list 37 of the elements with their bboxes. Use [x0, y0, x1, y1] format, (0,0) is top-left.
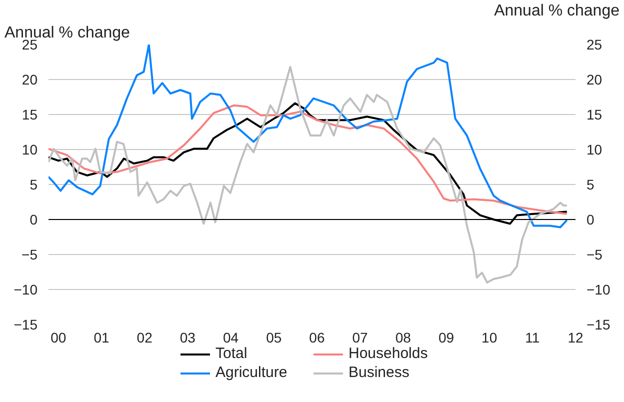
x-tick-label: 05	[266, 330, 282, 346]
legend-label: Total	[216, 345, 248, 362]
y-tick-label: −10	[14, 282, 38, 298]
x-tick-label: 00	[50, 330, 66, 346]
x-tick-label: 02	[136, 330, 153, 346]
y2-axis-title: Annual % change	[494, 2, 620, 20]
x-tick-label: 03	[180, 330, 196, 346]
y2-tick-label: 20	[586, 72, 602, 88]
y2-tick-label: −15	[586, 316, 610, 332]
y2-tick-label: 15	[586, 106, 602, 122]
x-tick-label: 11	[525, 330, 540, 346]
x-tick-label: 01	[94, 330, 110, 346]
y2-tick-label: −5	[586, 246, 603, 262]
y2-tick-label: −10	[586, 282, 610, 298]
y-tick-label: −5	[22, 246, 38, 262]
y-tick-label: 5	[30, 176, 38, 192]
line-series	[48, 44, 568, 228]
y2-tick-label: 25	[586, 36, 602, 52]
y2-tick-label: 10	[586, 142, 602, 158]
y-tick-label: 25	[22, 36, 38, 52]
x-tick-label: 09	[438, 330, 454, 346]
y-tick-label: 15	[22, 106, 38, 122]
x-tick-label: 04	[222, 330, 239, 346]
x-tick-label: 06	[309, 330, 325, 346]
x-tick-label: 08	[395, 330, 412, 346]
y-tick-label: −15	[14, 316, 38, 332]
x-tick-label: 07	[352, 330, 368, 346]
legend-label: Households	[348, 345, 429, 362]
y-tick-label: 20	[22, 72, 38, 88]
legend-label: Business	[348, 364, 410, 381]
y2-tick-label: 5	[586, 176, 594, 192]
x-tick-label: 12	[568, 330, 584, 346]
legend-label: Agriculture	[216, 364, 288, 381]
y-tick-label: 10	[22, 142, 38, 158]
x-tick-label: 10	[482, 330, 498, 346]
y2-tick-label: 0	[586, 212, 594, 228]
y-tick-label: 0	[30, 212, 38, 228]
